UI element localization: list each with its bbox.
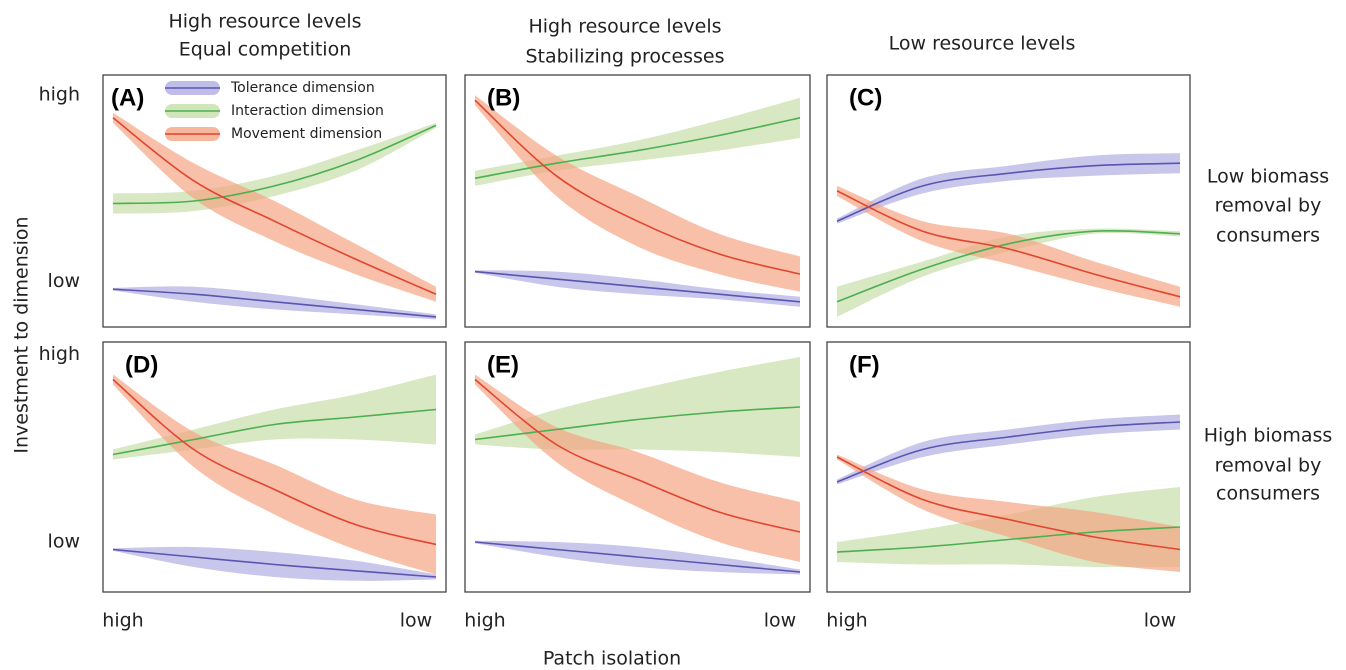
column-title: High resource levels [528,16,721,38]
trend-line [112,548,437,578]
y-tick-label: low [48,270,80,292]
panel-label: (B) [487,84,520,111]
x-tick-label: low [1144,610,1176,632]
panel-label: (A) [111,84,144,111]
panel [102,74,447,328]
trend-line [112,124,437,205]
row-label: consumers [1216,483,1320,505]
trend-line [474,270,801,303]
trend-line [836,230,1181,303]
trend-line [836,190,1181,298]
trend-line [474,406,801,441]
trend-line [474,117,801,180]
trend-line [112,288,437,318]
trend-line [836,162,1181,222]
column-title: High resource levels [168,11,361,33]
trend-line [474,541,801,573]
trend-line [112,378,437,546]
row-label: Low biomass [1207,166,1329,188]
panel [464,74,811,328]
legend-label: Movement dimension [231,126,382,142]
x-tick-label: high [102,610,143,632]
trend-line [836,526,1181,553]
confidence-band [837,414,1180,485]
panel-frame [826,341,1191,593]
x-tick-label: high [826,610,867,632]
panel-label: (D) [125,351,158,378]
panel-label: (E) [487,351,519,378]
y-tick-label: high [39,343,80,365]
column-title: Low resource levels [889,33,1076,55]
panel-label: (F) [849,351,880,378]
confidence-band [837,153,1180,224]
panel [826,341,1191,593]
panel [464,341,811,593]
panel-frame [464,74,811,328]
row-label: consumers [1216,225,1320,247]
panel [826,74,1191,328]
panel-frame [102,74,447,328]
column-title: Stabilizing processes [525,46,724,68]
y-axis-label: Investment to dimension [11,216,33,453]
panel-frame [464,341,811,593]
panel [102,341,447,593]
x-tick-label: low [400,610,432,632]
trend-line [474,99,801,275]
column-title: Equal competition [179,39,352,61]
confidence-band [837,454,1180,572]
confidence-band [837,185,1180,307]
confidence-band [475,95,800,292]
panel-label: (C) [849,84,882,111]
trend-line [836,456,1181,551]
row-label: High biomass [1204,425,1333,447]
panel-frame [826,74,1191,328]
confidence-band [475,374,800,562]
x-tick-label: high [464,610,505,632]
confidence-band [475,357,800,457]
trend-line [112,117,437,295]
legend-label: Tolerance dimension [230,80,375,96]
row-label: removal by [1215,195,1322,217]
x-axis-label: Patch isolation [543,648,681,670]
y-tick-label: high [39,84,80,106]
trend-line [836,421,1181,483]
y-tick-label: low [48,531,80,553]
trend-line [474,378,801,533]
trend-line [112,408,437,456]
row-label: removal by [1215,455,1322,477]
confidence-band [113,112,436,302]
panel-frame [102,341,447,593]
legend-label: Interaction dimension [231,103,384,119]
x-tick-label: low [764,610,796,632]
